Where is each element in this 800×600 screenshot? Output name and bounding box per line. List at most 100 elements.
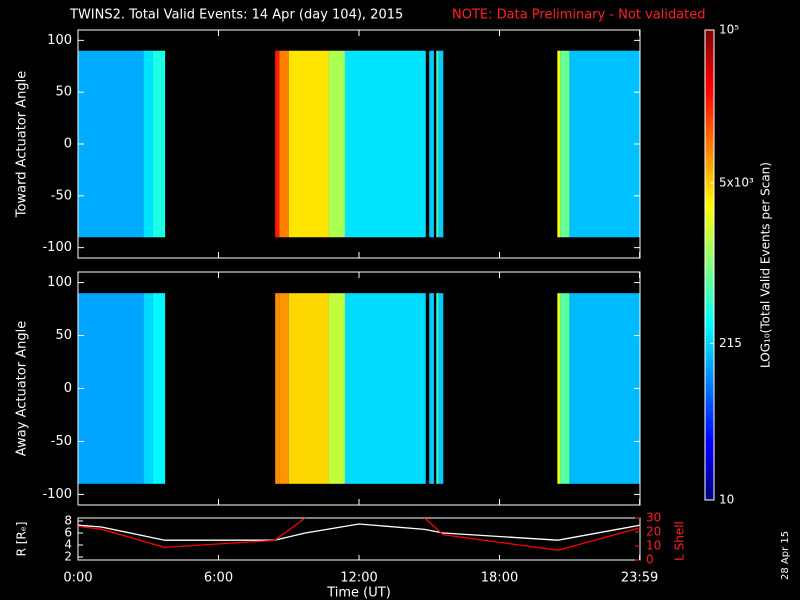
colorbar-step	[705, 347, 714, 352]
colorbar-step	[705, 421, 714, 427]
y2-tick-label: 20	[646, 525, 661, 539]
colorbar-step	[705, 378, 714, 383]
y-axis-label: Toward Actuator Angle	[15, 71, 30, 218]
colorbar-step	[705, 362, 714, 368]
colorbar-step	[705, 190, 714, 195]
colorbar-step	[705, 398, 714, 403]
colorbar-step	[705, 480, 714, 485]
colorbar-step	[705, 468, 714, 474]
y-tick-label: 0	[64, 381, 72, 396]
series-line	[78, 518, 640, 551]
x-axis-label: Time (UT)	[326, 586, 391, 600]
colorbar-step	[705, 292, 714, 297]
series-line	[78, 523, 640, 541]
colorbar-step	[705, 370, 714, 376]
y-tick-label: 50	[55, 328, 72, 343]
colorbar-step	[705, 88, 714, 94]
heat-cell	[143, 293, 153, 484]
colorbar-step	[705, 100, 714, 105]
heat-cell	[143, 50, 153, 238]
colorbar-step	[705, 261, 714, 266]
colorbar-step	[705, 30, 714, 35]
colorbar-step	[705, 124, 714, 129]
colorbar-step	[705, 57, 714, 62]
colorbar-step	[705, 80, 714, 86]
chart-title: TWINS2. Total Valid Events: 14 Apr (day …	[69, 8, 403, 23]
colorbar-step	[705, 409, 714, 415]
colorbar-step	[705, 284, 714, 289]
colorbar-step	[705, 496, 714, 501]
colorbar-step	[705, 312, 714, 317]
colorbar-step	[705, 127, 714, 133]
colorbar-step	[705, 327, 714, 333]
colorbar-step	[705, 174, 714, 180]
colorbar-step	[705, 147, 714, 152]
colorbar-step	[705, 323, 714, 329]
colorbar-step	[705, 206, 714, 211]
y-tick-label: 6	[64, 526, 72, 540]
colorbar-step	[705, 374, 714, 380]
colorbar-step	[705, 41, 714, 47]
colorbar-step	[705, 476, 714, 481]
colorbar-step	[705, 155, 714, 160]
colorbar-step	[705, 437, 714, 442]
x-tick-label: 6:00	[204, 571, 233, 586]
date-stamp: 28 Apr 15	[780, 531, 791, 580]
heat-cell	[557, 50, 561, 238]
y-tick-label: -50	[51, 434, 72, 449]
heat-cell	[557, 293, 561, 484]
heat-cell	[438, 293, 444, 484]
colorbar-step	[705, 441, 714, 446]
colorbar-step	[705, 37, 714, 43]
colorbar-step	[705, 92, 714, 98]
heat-cell	[429, 50, 434, 238]
colorbar-step	[705, 116, 714, 121]
colorbar-step	[705, 280, 714, 286]
heat-cell	[288, 293, 329, 484]
heat-cell	[569, 50, 640, 238]
colorbar-step	[705, 464, 714, 470]
colorbar-step	[705, 112, 714, 117]
colorbar-step	[705, 210, 714, 215]
colorbar-step	[705, 171, 714, 176]
colorbar-step	[705, 69, 714, 74]
colorbar-step	[705, 319, 714, 325]
heat-cell	[78, 293, 144, 484]
colorbar-step	[705, 355, 714, 360]
y-tick-label: 4	[64, 538, 72, 552]
y-tick-label: -100	[42, 487, 72, 502]
heat-cell	[152, 293, 166, 484]
heat-cell	[344, 50, 426, 238]
colorbar-step	[705, 194, 714, 199]
heat-cell	[429, 293, 434, 484]
colorbar-step	[705, 359, 714, 364]
y-tick-label: 100	[47, 33, 72, 48]
colorbar-step	[705, 182, 714, 188]
heat-cell	[275, 293, 280, 484]
colorbar-step	[705, 104, 714, 109]
colorbar-step	[705, 257, 714, 262]
colorbar-step	[705, 382, 714, 387]
colorbar-step	[705, 425, 714, 430]
colorbar-step	[705, 229, 714, 235]
x-tick-label: 12:00	[340, 571, 377, 586]
colorbar-step	[705, 308, 714, 313]
colorbar-step	[705, 449, 714, 454]
colorbar-step	[705, 488, 714, 493]
heat-cell	[328, 293, 345, 484]
colorbar-tick-label: 215	[719, 336, 742, 350]
colorbar-step	[705, 472, 714, 477]
colorbar-step	[705, 343, 714, 348]
colorbar-step	[705, 159, 714, 164]
heat-cell	[279, 50, 289, 238]
heat-cell	[436, 50, 439, 238]
colorbar-step	[705, 265, 714, 270]
colorbar-step	[705, 73, 714, 78]
y-axis-label: R [Rₑ]	[15, 522, 29, 557]
colorbar-step	[705, 484, 714, 489]
colorbar-tick-label: 10⁵	[719, 23, 739, 37]
heat-cell	[569, 293, 640, 484]
heat-cell	[438, 50, 444, 238]
colorbar-step	[705, 214, 714, 219]
